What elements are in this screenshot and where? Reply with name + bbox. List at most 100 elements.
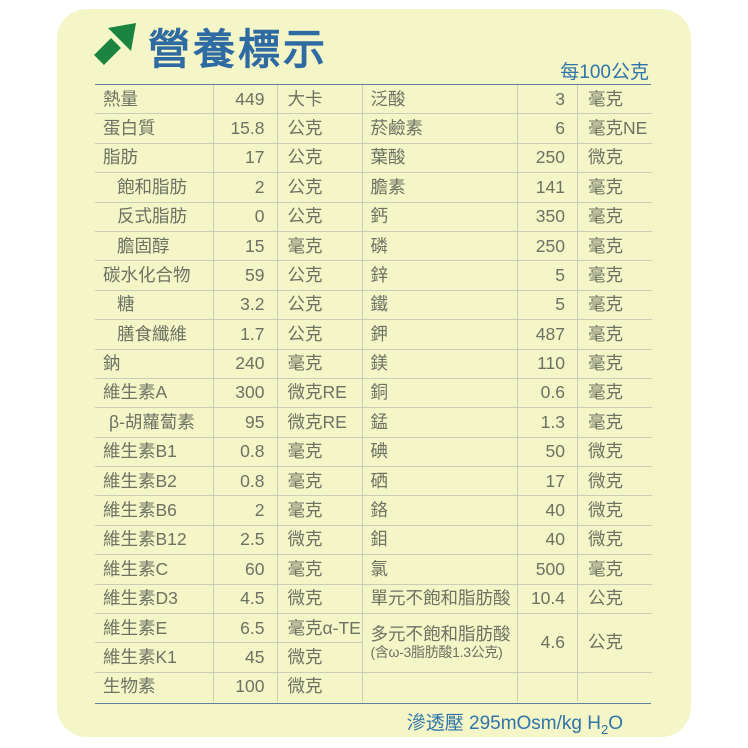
table-row: 菸鹼素 6 毫克NE bbox=[362, 113, 652, 144]
nutrient-unit-cell: 毫克 bbox=[276, 348, 363, 379]
nutrient-unit-cell: 公克 bbox=[276, 260, 363, 291]
table-row: 維生素B12 2.5 微克 bbox=[95, 524, 363, 556]
nutrient-name-cell: 泛酸 bbox=[362, 85, 518, 115]
table-row: 鈣 350 毫克 bbox=[362, 201, 652, 232]
nutrient-unit-cell: 毫克 bbox=[276, 230, 363, 262]
nutrient-name-cell: 維生素A bbox=[95, 377, 214, 409]
osmolality-label: 滲透壓 295mOsm/kg H2O bbox=[95, 708, 623, 737]
nutrient-unit-cell: 毫克 bbox=[577, 377, 652, 409]
nutrient-unit-cell: 毫克 bbox=[276, 495, 363, 526]
table-row: 鋅 5 毫克 bbox=[362, 260, 652, 291]
table-row: 葉酸 250 微克 bbox=[362, 142, 652, 174]
nutrient-value-cell: 6.5 bbox=[212, 613, 278, 644]
nutrient-value-cell: 110 bbox=[517, 348, 578, 379]
nutrient-name-cell: 生物素 bbox=[95, 671, 214, 702]
table-row: 碳水化合物 59 公克 bbox=[95, 260, 363, 291]
nutrient-unit-cell: 毫克α-TE bbox=[276, 613, 363, 644]
nutrient-name-cell: 磷 bbox=[362, 230, 518, 262]
nutrient-value-cell: 50 bbox=[517, 436, 578, 468]
table-row: 鉀 487 毫克 bbox=[362, 319, 652, 350]
nutrient-name-cell bbox=[362, 671, 518, 702]
nutrient-name-cell: 維生素D3 bbox=[95, 583, 214, 615]
nutrient-name-cell: 反式脂肪 bbox=[95, 201, 214, 232]
nutrient-name-cell: 糖 bbox=[95, 289, 214, 321]
table-row: 維生素B1 0.8 毫克 bbox=[95, 436, 363, 468]
nutrient-name-cell: 鎂 bbox=[362, 348, 518, 379]
nutrient-name-cell: 硒 bbox=[362, 466, 518, 497]
table-row: 維生素C 60 毫克 bbox=[95, 554, 363, 585]
nutrient-value-cell: 45 bbox=[212, 642, 278, 673]
table-row: 碘 50 微克 bbox=[362, 436, 652, 468]
nutrient-value-cell: 500 bbox=[517, 554, 578, 585]
nutrient-value-cell bbox=[517, 671, 578, 702]
table-row: 飽和脂肪 2 公克 bbox=[95, 172, 363, 203]
table-row: 糖 3.2 公克 bbox=[95, 289, 363, 321]
nutrition-table-left: 熱量 449 大卡 蛋白質 15.8 公克 脂肪 17 公克 飽和脂肪 2 公克 反式脂肪 0 公克 膽固醇 1… bbox=[95, 85, 363, 702]
table-row: 維生素E 6.5 毫克α-TE bbox=[95, 613, 363, 644]
nutrient-unit-cell: 毫克 bbox=[276, 554, 363, 585]
nutrient-value-cell: 2.5 bbox=[212, 524, 278, 556]
nutrient-value-cell: 10.4 bbox=[517, 583, 578, 615]
page-title: 營養標示 bbox=[148, 26, 329, 73]
table-row: 反式脂肪 0 公克 bbox=[95, 201, 363, 232]
table-row: 鉻 40 微克 bbox=[362, 495, 652, 526]
osmolality-suffix: O bbox=[608, 713, 623, 734]
nutrition-table-right: 泛酸 3 毫克 菸鹼素 6 毫克NE 葉酸 250 微克 膽素 141 毫克鈣 350 毫克磷 250 毫克鋅… bbox=[362, 85, 652, 702]
nutrient-name-cell: 維生素B6 bbox=[95, 495, 214, 526]
nutrient-value-cell: 3.2 bbox=[212, 289, 278, 321]
table-row: 多元不飽和脂肪酸 (含ω-3脂肪酸1.3公克) 4.6 公克 bbox=[362, 613, 652, 673]
nutrient-value-cell: 0 bbox=[212, 201, 278, 232]
nutrient-name-cell: 膽素 bbox=[362, 172, 518, 203]
table-top-rule bbox=[95, 84, 651, 85]
table-row: 維生素B6 2 毫克 bbox=[95, 495, 363, 526]
table-row: 磷 250 毫克 bbox=[362, 230, 652, 262]
table-row: 膽素 141 毫克 bbox=[362, 172, 652, 203]
nutrient-value-cell: 141 bbox=[517, 172, 578, 203]
table-row: 維生素D3 4.5 微克 bbox=[95, 583, 363, 615]
table-row: 錳 1.3 毫克 bbox=[362, 407, 652, 438]
nutrient-unit-cell: 公克 bbox=[276, 142, 363, 174]
nutrient-unit-cell: 毫克 bbox=[577, 201, 652, 232]
table-row: 膽固醇 15 毫克 bbox=[95, 230, 363, 262]
nutrient-unit-cell: 毫克 bbox=[276, 466, 363, 497]
nutrient-unit-cell: 毫克 bbox=[577, 289, 652, 321]
nutrient-value-cell: 4.5 bbox=[212, 583, 278, 615]
nutrient-value-cell: 5 bbox=[517, 289, 578, 321]
nutrient-value-cell: 100 bbox=[212, 671, 278, 702]
nutrient-name-cell: 銅 bbox=[362, 377, 518, 409]
nutrient-name-cell: 脂肪 bbox=[95, 142, 214, 174]
nutrient-unit-cell: 毫克 bbox=[577, 260, 652, 291]
nutrient-value-cell: 449 bbox=[212, 85, 278, 115]
nutrient-unit-cell: 毫克 bbox=[577, 172, 652, 203]
osmolality-text: 滲透壓 295mOsm/kg H bbox=[406, 713, 601, 734]
nutrient-value-cell: 0.6 bbox=[517, 377, 578, 409]
table-row: 硒 17 微克 bbox=[362, 466, 652, 497]
nutrient-unit-cell bbox=[577, 671, 652, 702]
nutrient-unit-cell: 大卡 bbox=[276, 85, 363, 115]
nutrient-name-cell: 多元不飽和脂肪酸 (含ω-3脂肪酸1.3公克) bbox=[362, 613, 518, 673]
nutrient-unit-cell: 微克 bbox=[577, 495, 652, 526]
nutrient-value-cell: 6 bbox=[517, 113, 578, 144]
nutrient-unit-cell: 微克 bbox=[577, 466, 652, 497]
nutrient-unit-cell: 毫克 bbox=[577, 554, 652, 585]
nutrient-value-cell: 15.8 bbox=[212, 113, 278, 144]
nutrient-name-cell: 單元不飽和脂肪酸 bbox=[362, 583, 518, 615]
nutrient-value-cell: 40 bbox=[517, 524, 578, 556]
nutrient-value-cell: 95 bbox=[212, 407, 278, 438]
nutrient-value-cell: 0.8 bbox=[212, 436, 278, 468]
nutrient-name-cell: 熱量 bbox=[95, 85, 214, 115]
nutrient-name-cell: β-胡蘿蔔素 bbox=[95, 407, 214, 438]
nutrient-unit-cell: 毫克 bbox=[276, 436, 363, 468]
nutrient-unit-cell: 公克 bbox=[276, 113, 363, 144]
nutrient-value-cell: 487 bbox=[517, 319, 578, 350]
nutrient-value-cell: 250 bbox=[517, 230, 578, 262]
arrow-up-right-icon bbox=[93, 22, 137, 66]
nutrient-value-cell: 350 bbox=[517, 201, 578, 232]
nutrient-unit-cell: 公克 bbox=[276, 201, 363, 232]
osmolality-subscript: 2 bbox=[600, 721, 609, 737]
table-row: 鈉 240 毫克 bbox=[95, 348, 363, 379]
nutrient-unit-cell: 微克 bbox=[577, 524, 652, 556]
table-row: 鎂 110 毫克 bbox=[362, 348, 652, 379]
nutrient-name-cell: 維生素B1 bbox=[95, 436, 214, 468]
table-row: 泛酸 3 毫克 bbox=[362, 85, 652, 115]
